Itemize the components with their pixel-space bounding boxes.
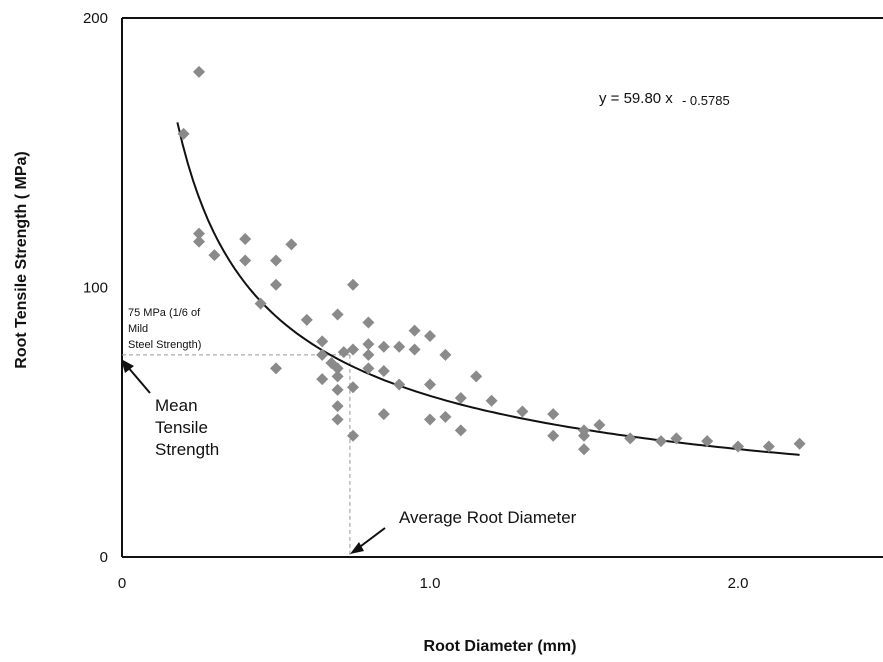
data-point — [393, 340, 406, 353]
data-point — [670, 432, 683, 445]
data-point — [424, 330, 436, 343]
data-point — [424, 413, 436, 426]
data-point — [701, 435, 714, 448]
equation-main: y = 59.80 x — [599, 90, 673, 107]
reference-line-note: 75 MPa (1/6 of Mild Steel Strength) — [128, 307, 203, 351]
data-point — [377, 340, 390, 353]
x-axis-title: Root Diameter (mm) — [424, 638, 577, 655]
x-tick-label: 2.0 — [728, 575, 749, 592]
data-point — [516, 405, 529, 418]
y-tick-label: 200 — [83, 10, 108, 27]
data-point — [193, 235, 205, 248]
data-point — [408, 324, 421, 337]
data-point — [239, 254, 252, 267]
data-point — [177, 127, 190, 140]
y-tick-labels: 0 100 200 — [83, 10, 108, 566]
x-tick-label: 1.0 — [420, 575, 441, 592]
data-point — [408, 343, 421, 356]
data-point — [362, 362, 375, 375]
y-tick-label: 100 — [83, 280, 108, 297]
data-point — [331, 370, 344, 383]
diameter-arrow-head — [350, 542, 364, 554]
data-point — [793, 437, 806, 450]
data-point — [331, 413, 344, 426]
mean-label-line: Tensile — [155, 418, 208, 437]
equation-exponent: - 0.5785 — [682, 93, 730, 108]
data-point — [439, 348, 452, 361]
data-points — [177, 65, 806, 456]
data-point — [347, 278, 359, 291]
data-point — [300, 313, 313, 326]
data-point — [208, 249, 221, 262]
data-point — [270, 254, 282, 267]
data-point — [593, 418, 606, 431]
data-point — [337, 346, 350, 359]
data-point — [377, 408, 390, 421]
data-point — [377, 365, 390, 378]
data-point — [485, 394, 498, 407]
data-point — [424, 378, 436, 391]
data-point — [762, 440, 775, 453]
data-point — [270, 278, 282, 291]
data-point — [454, 391, 467, 404]
data-point — [331, 308, 344, 321]
average-diameter-label: Average Root Diameter — [399, 508, 577, 527]
data-point — [547, 429, 560, 442]
data-point — [347, 381, 359, 394]
data-point — [193, 227, 205, 240]
mean-arrow-head — [121, 359, 134, 373]
data-point — [331, 383, 344, 396]
mean-label-line: Strength — [155, 440, 219, 459]
note-line: Mild — [128, 323, 148, 335]
mean-arrow-shaft — [126, 365, 151, 394]
data-point — [316, 348, 329, 361]
data-point — [347, 429, 359, 442]
y-axis-title: Root Tensile Strength ( MPa) — [13, 151, 30, 368]
data-point — [239, 232, 252, 245]
data-point — [655, 435, 667, 448]
data-point — [254, 297, 267, 310]
data-point — [732, 440, 744, 453]
data-point — [331, 362, 344, 375]
data-point — [362, 316, 375, 329]
data-point — [362, 338, 375, 351]
note-line: 75 MPa (1/6 of — [128, 307, 201, 319]
data-point — [393, 378, 406, 391]
x-tick-labels: 0 1.0 2.0 — [118, 575, 749, 592]
data-point — [285, 238, 298, 251]
data-point — [454, 424, 467, 437]
data-point — [270, 362, 282, 375]
mean-label-line: Mean — [155, 396, 198, 415]
y-tick-label: 0 — [100, 549, 108, 566]
data-point — [578, 429, 590, 442]
data-point — [624, 432, 637, 445]
data-point — [470, 370, 483, 383]
mean-label: Mean Tensile Strength — [155, 396, 219, 459]
data-point — [547, 408, 560, 421]
data-point — [347, 343, 359, 356]
data-point — [316, 373, 329, 386]
diameter-arrow-shaft — [356, 527, 386, 550]
data-point — [193, 65, 205, 78]
trendline-equation: y = 59.80 x - 0.5785 — [599, 90, 730, 108]
data-point — [362, 348, 375, 361]
data-point — [439, 410, 452, 423]
x-tick-label: 0 — [118, 575, 126, 592]
data-point — [331, 400, 344, 413]
data-point — [578, 443, 590, 456]
data-point — [316, 335, 329, 348]
power-trendline — [176, 122, 800, 456]
note-line: Steel Strength) — [128, 339, 201, 351]
